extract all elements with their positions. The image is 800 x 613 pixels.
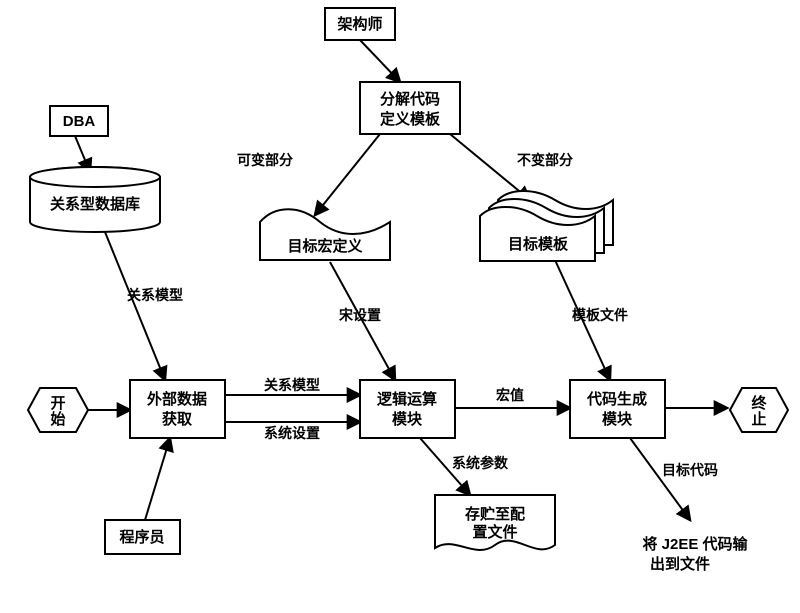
- svg-text:定义模板: 定义模板: [380, 110, 441, 128]
- edge: [630, 438, 690, 520]
- svg-text:置文件: 置文件: [472, 523, 517, 541]
- svg-text:目标模板: 目标模板: [508, 235, 569, 253]
- edge-label: 关系模型: [127, 287, 183, 303]
- edge: [315, 134, 380, 215]
- svg-text:模块: 模块: [392, 410, 423, 428]
- node-extdata: 外部数据 获取: [130, 380, 225, 438]
- edge-label: 可变部分: [237, 152, 293, 168]
- svg-text:分解代码: 分解代码: [380, 90, 440, 108]
- svg-text:DBA: DBA: [63, 113, 96, 130]
- node-dba: DBA: [50, 106, 108, 136]
- edge-label: 目标代码: [662, 462, 718, 478]
- edge: [105, 232, 165, 380]
- edge-label: 模板文件: [572, 307, 628, 323]
- edge-label: 关系模型: [264, 377, 320, 393]
- svg-text:始: 始: [50, 410, 65, 428]
- edge-label: 不变部分: [517, 152, 573, 168]
- node-saveconf: 存贮至配 置文件: [435, 495, 555, 550]
- node-architect: 架构师: [325, 8, 395, 40]
- node-decompose: 分解代码 定义模板: [360, 82, 460, 134]
- edge-label: 宋设置: [338, 307, 381, 323]
- node-outlabel: 将 J2EE 代码输 出到文件: [642, 535, 748, 573]
- svg-text:程序员: 程序员: [119, 528, 164, 546]
- svg-text:开: 开: [50, 395, 65, 412]
- svg-text:出到文件: 出到文件: [650, 555, 710, 573]
- edge: [360, 40, 400, 82]
- svg-text:模块: 模块: [602, 410, 633, 428]
- svg-text:止: 止: [751, 410, 766, 428]
- node-programmer: 程序员: [105, 520, 180, 554]
- node-codegen: 代码生成 模块: [570, 380, 665, 438]
- svg-text:存贮至配: 存贮至配: [465, 505, 525, 523]
- node-start: 开 始: [28, 388, 88, 432]
- edge-label: 系统参数: [452, 455, 509, 471]
- svg-text:终: 终: [751, 394, 767, 412]
- node-stop: 终 止: [730, 388, 788, 432]
- edge-label: 系统设置: [264, 425, 320, 441]
- node-logic: 逻辑运算 模块: [360, 380, 455, 438]
- node-reldb: 关系型数据库: [30, 167, 160, 232]
- node-tmpl: 目标模板: [480, 191, 613, 261]
- edge-label: 宏值: [496, 387, 524, 403]
- svg-text:外部数据: 外部数据: [146, 390, 207, 408]
- node-macrodef: 目标宏定义: [260, 209, 390, 260]
- svg-text:将 J2EE 代码输: 将 J2EE 代码输: [642, 535, 748, 553]
- edge: [145, 438, 170, 520]
- svg-text:关系型数据库: 关系型数据库: [50, 195, 140, 213]
- svg-text:获取: 获取: [162, 410, 193, 428]
- svg-text:架构师: 架构师: [336, 15, 382, 33]
- svg-text:代码生成: 代码生成: [586, 390, 647, 408]
- svg-text:逻辑运算: 逻辑运算: [377, 390, 437, 408]
- svg-text:目标宏定义: 目标宏定义: [287, 237, 362, 255]
